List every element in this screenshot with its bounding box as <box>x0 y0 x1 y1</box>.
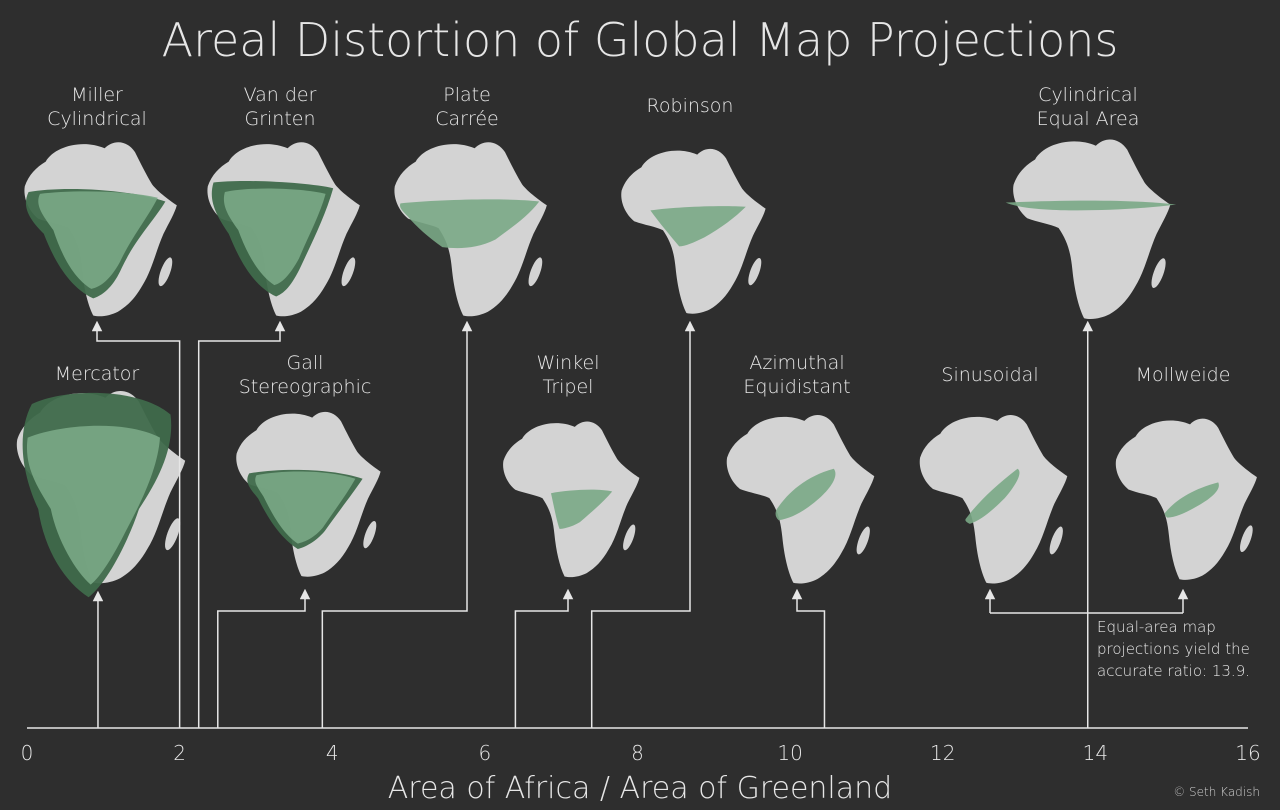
projection-label: Cylindrical <box>47 108 147 130</box>
madagascar-shape <box>623 524 636 551</box>
connector-line <box>91 320 181 728</box>
africa-map <box>24 142 177 317</box>
page-title: Areal Distortion of Global Map Projectio… <box>162 13 1119 67</box>
greenland-overlay <box>26 425 161 585</box>
x-tick-label: 2 <box>173 741 186 765</box>
projection-label: Equal Area <box>1037 108 1140 130</box>
equal-area-note: Equal-area map projections yield the acc… <box>1097 618 1250 680</box>
africa-shape <box>1013 139 1171 319</box>
greenland-overlay <box>223 188 326 286</box>
note-line-3: accurate ratio: 13.9. <box>1097 662 1250 680</box>
connector-line <box>197 320 286 728</box>
projection-label: Miller <box>71 84 123 106</box>
madagascar-shape <box>165 518 181 551</box>
x-tick-label: 6 <box>479 741 492 765</box>
projection-label: Azimuthal <box>749 352 844 374</box>
connector-line <box>217 588 311 728</box>
greenland-overlay <box>38 191 158 289</box>
africa-map <box>16 390 186 598</box>
africa-map <box>236 411 381 577</box>
madagascar-shape <box>748 257 762 286</box>
africa-map <box>1115 418 1257 580</box>
connector-line <box>321 320 473 728</box>
africa-map <box>503 421 640 578</box>
africa-map <box>726 414 875 584</box>
madagascar-shape <box>158 257 173 287</box>
greenland-overlay <box>551 489 613 529</box>
projection-label: Cylindrical <box>1038 84 1138 106</box>
x-tick-label: 8 <box>631 741 644 765</box>
projection-label: Van der <box>244 84 317 106</box>
projection-label: Plate <box>443 84 491 106</box>
connector-lines <box>91 320 1189 728</box>
projection-label: Mollweide <box>1136 364 1231 386</box>
africa-map <box>207 142 360 317</box>
projection-label: Tripel <box>543 376 594 398</box>
greenland-overlay <box>1005 200 1177 211</box>
greenland-overlay <box>965 468 1020 524</box>
connector-line <box>791 588 826 728</box>
connector-line <box>514 588 574 728</box>
x-tick-label: 4 <box>326 741 339 765</box>
madagascar-shape <box>856 526 870 555</box>
projection-label: Winkel <box>537 352 600 374</box>
greenland-overlay <box>400 199 540 249</box>
projection-label: Equidistant <box>743 376 850 398</box>
madagascar-shape <box>1240 525 1253 553</box>
projection-label: Carrée <box>435 108 499 130</box>
connector-line <box>590 320 696 728</box>
projection-label: Grinten <box>244 108 315 130</box>
x-tick-label: 10 <box>777 741 802 765</box>
africa-map <box>919 414 1068 584</box>
projection-label: Stereographic <box>239 376 372 398</box>
x-tick-label: 16 <box>1235 741 1260 765</box>
greenland-overlay <box>775 468 836 521</box>
africa-map <box>621 148 766 314</box>
projection-label: Gall <box>287 352 324 374</box>
projection-label: Robinson <box>647 95 734 117</box>
map-thumbnails <box>16 139 1257 598</box>
madagascar-shape <box>1049 526 1063 555</box>
madagascar-shape <box>363 520 377 549</box>
africa-map <box>394 142 547 317</box>
madagascar-shape <box>1151 258 1166 288</box>
madagascar-shape <box>341 257 356 287</box>
x-axis-label: Area of Africa / Area of Greenland <box>388 771 892 806</box>
greenland-overlay <box>255 471 356 544</box>
greenland-overlay <box>1164 482 1219 518</box>
credit-text: © Seth Kadish <box>1173 785 1260 799</box>
x-axis-ticks: 0 2 4 6 8 10 12 14 16 <box>21 741 1261 765</box>
africa-map <box>1005 139 1177 319</box>
note-line-2: projections yield the <box>1097 640 1250 658</box>
madagascar-shape <box>528 257 543 287</box>
greenland-overlay <box>650 206 746 247</box>
x-tick-label: 14 <box>1083 741 1108 765</box>
projection-label: Sinusoidal <box>941 364 1038 386</box>
projection-label: Mercator <box>55 363 140 385</box>
x-tick-label: 12 <box>930 741 955 765</box>
x-tick-label: 0 <box>21 741 34 765</box>
note-line-1: Equal-area map <box>1097 618 1216 636</box>
